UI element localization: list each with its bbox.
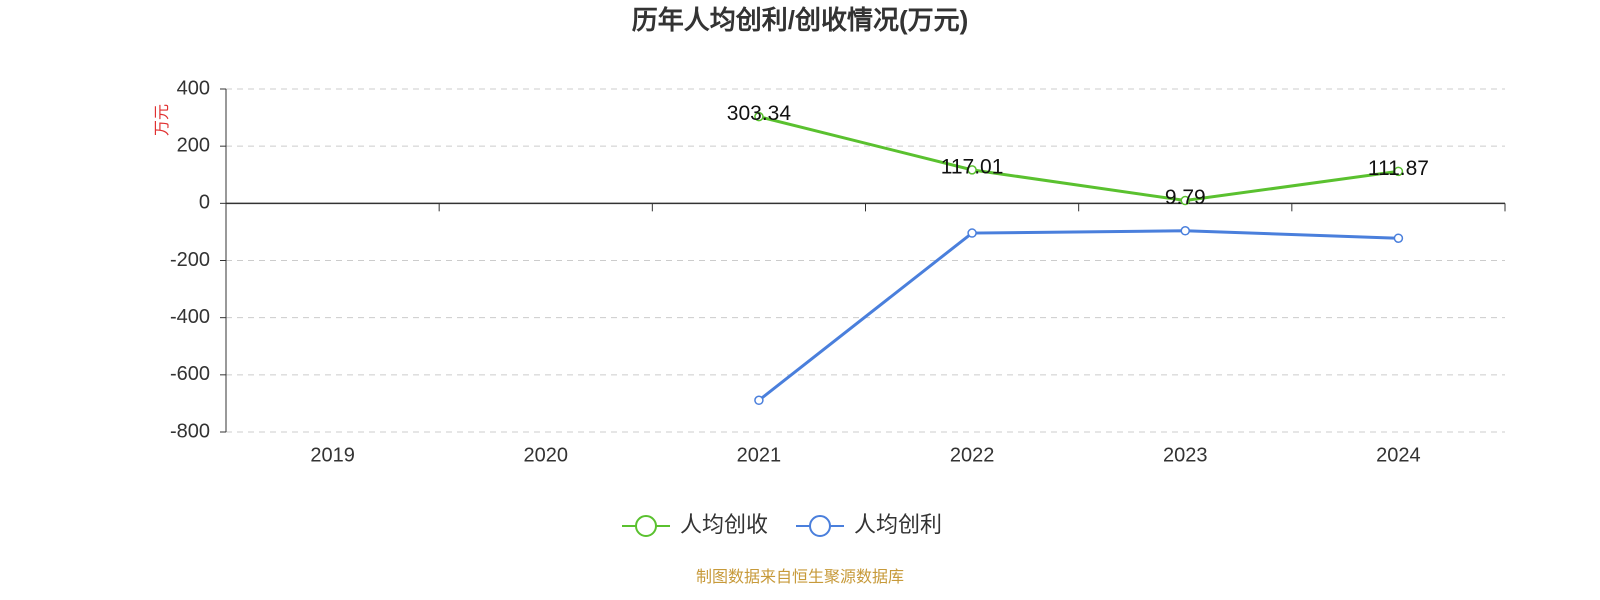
legend-label[interactable]: 人均创收: [680, 512, 768, 537]
x-tick-label: 2019: [310, 444, 355, 466]
x-tick-label: 2020: [524, 444, 569, 466]
y-tick-label: -600: [170, 363, 210, 385]
data-point: [967, 165, 977, 175]
x-tick-label: 2023: [1163, 444, 1208, 466]
data-point: [754, 111, 764, 122]
source-note: 制图数据来自恒生聚源数据库: [696, 568, 904, 586]
legend-label[interactable]: 人均创利: [854, 512, 942, 537]
data-point: [1393, 166, 1404, 177]
data-point: [1180, 226, 1190, 236]
y-tick-label: -400: [170, 306, 210, 328]
data-point: [967, 228, 977, 238]
series-line: [758, 115, 1399, 203]
data-point: [1393, 233, 1404, 243]
data-label: 9.79: [1165, 186, 1206, 209]
y-tick-label: 0: [199, 192, 210, 214]
chart-title: 历年人均创利/创收情况(万元): [632, 5, 969, 35]
legend-marker[interactable]: [635, 515, 657, 537]
y-tick-label: -200: [170, 249, 210, 271]
x-tick-label: 2024: [1376, 444, 1421, 466]
x-tick-label: 2022: [950, 444, 995, 466]
series-line: [757, 229, 1399, 402]
data-label: 117.01: [941, 155, 1004, 178]
data-point: [754, 395, 764, 406]
data-point: [1180, 195, 1190, 206]
data-label: 111.87: [1368, 157, 1429, 180]
y-axis-label: 万元: [154, 104, 171, 136]
y-tick-label: 400: [177, 77, 210, 99]
legend-marker[interactable]: [809, 515, 831, 537]
x-tick-label: 2021: [737, 444, 782, 466]
data-label: 303.34: [727, 102, 792, 125]
y-tick-label: 200: [177, 134, 210, 156]
y-tick-label: -800: [170, 420, 210, 442]
